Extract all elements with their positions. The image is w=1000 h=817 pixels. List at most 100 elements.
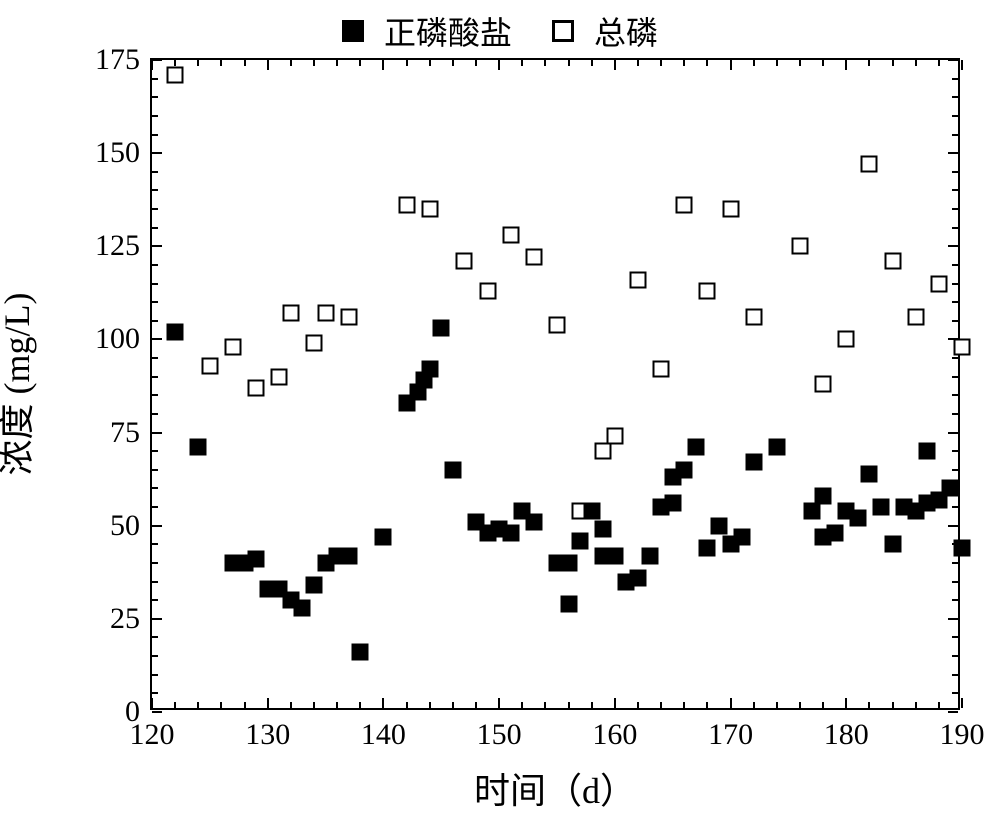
data-point-ortho	[676, 461, 693, 478]
x-tick-minor	[174, 702, 176, 708]
y-tick-minor	[952, 189, 958, 191]
data-point-total	[745, 309, 762, 326]
x-tick-label: 150	[477, 718, 522, 752]
legend-item-total: 总磷	[552, 8, 658, 54]
x-tick-minor	[290, 702, 292, 708]
x-tick-major	[382, 60, 384, 70]
y-tick-minor	[952, 655, 958, 657]
x-tick-minor	[822, 60, 824, 66]
x-tick-minor	[359, 60, 361, 66]
data-point-total	[653, 361, 670, 378]
y-tick-minor	[952, 562, 958, 564]
y-tick-minor	[952, 413, 958, 415]
data-point-ortho	[606, 547, 623, 564]
y-tick-minor	[952, 208, 958, 210]
y-tick-minor	[952, 171, 958, 173]
x-tick-minor	[776, 702, 778, 708]
y-tick-minor	[952, 581, 958, 583]
y-tick-minor	[152, 96, 158, 98]
x-tick-minor	[753, 702, 755, 708]
data-point-ortho	[375, 528, 392, 545]
filled-square-icon	[342, 20, 364, 42]
y-tick-label: 150	[95, 136, 140, 170]
x-tick-minor	[868, 702, 870, 708]
y-tick-minor	[152, 357, 158, 359]
y-tick-major	[152, 59, 162, 61]
x-tick-minor	[915, 702, 917, 708]
data-point-total	[954, 338, 971, 355]
x-tick-label: 140	[361, 718, 406, 752]
data-point-total	[722, 201, 739, 218]
x-tick-minor	[197, 60, 199, 66]
x-tick-major	[730, 60, 732, 70]
data-point-ortho	[768, 439, 785, 456]
x-tick-minor	[521, 702, 523, 708]
data-point-total	[271, 368, 288, 385]
data-point-ortho	[352, 644, 369, 661]
x-tick-minor	[313, 60, 315, 66]
open-square-icon	[552, 20, 574, 42]
x-tick-minor	[892, 702, 894, 708]
data-point-total	[225, 338, 242, 355]
y-tick-minor	[152, 599, 158, 601]
data-point-total	[201, 357, 218, 374]
y-tick-major	[152, 152, 162, 154]
y-tick-minor	[952, 134, 958, 136]
y-tick-minor	[952, 283, 958, 285]
x-tick-major	[267, 60, 269, 70]
y-tick-minor	[152, 134, 158, 136]
y-tick-major	[948, 152, 958, 154]
y-tick-major	[152, 245, 162, 247]
x-tick-major	[614, 60, 616, 70]
x-tick-minor	[591, 702, 593, 708]
x-tick-minor	[452, 60, 454, 66]
x-tick-major	[498, 698, 500, 708]
x-tick-minor	[406, 702, 408, 708]
y-axis-label: 浓度 (mg/L)	[0, 293, 40, 476]
y-tick-minor	[952, 96, 958, 98]
x-tick-label: 130	[245, 718, 290, 752]
x-tick-minor	[660, 702, 662, 708]
y-tick-major	[948, 432, 958, 434]
data-point-total	[479, 282, 496, 299]
data-point-total	[456, 253, 473, 270]
data-point-ortho	[560, 554, 577, 571]
y-tick-minor	[152, 301, 158, 303]
x-tick-minor	[683, 60, 685, 66]
y-tick-minor	[152, 115, 158, 117]
data-point-ortho	[954, 540, 971, 557]
y-tick-minor	[952, 599, 958, 601]
x-tick-major	[498, 60, 500, 70]
x-tick-minor	[174, 60, 176, 66]
x-tick-minor	[220, 702, 222, 708]
x-tick-minor	[244, 702, 246, 708]
x-tick-minor	[475, 60, 477, 66]
data-point-ortho	[942, 480, 959, 497]
data-point-total	[930, 275, 947, 292]
legend-item-ortho: 正磷酸盐	[342, 8, 512, 54]
x-tick-minor	[938, 60, 940, 66]
x-tick-major	[845, 698, 847, 708]
x-tick-major	[267, 698, 269, 708]
data-point-ortho	[699, 540, 716, 557]
x-tick-minor	[244, 60, 246, 66]
y-tick-minor	[152, 394, 158, 396]
x-tick-minor	[637, 702, 639, 708]
data-point-total	[340, 309, 357, 326]
x-tick-label: 160	[592, 718, 637, 752]
data-point-ortho	[849, 510, 866, 527]
x-tick-label: 170	[708, 718, 753, 752]
x-tick-minor	[591, 60, 593, 66]
y-tick-minor	[152, 171, 158, 173]
y-tick-minor	[152, 506, 158, 508]
x-tick-minor	[429, 60, 431, 66]
y-tick-major	[948, 59, 958, 61]
data-point-ortho	[583, 502, 600, 519]
data-point-ortho	[294, 599, 311, 616]
x-tick-major	[151, 60, 153, 70]
x-tick-minor	[660, 60, 662, 66]
x-tick-minor	[868, 60, 870, 66]
data-point-ortho	[630, 569, 647, 586]
y-tick-minor	[952, 227, 958, 229]
plot-area: 0255075100125150175120130140150160170180…	[150, 58, 960, 710]
